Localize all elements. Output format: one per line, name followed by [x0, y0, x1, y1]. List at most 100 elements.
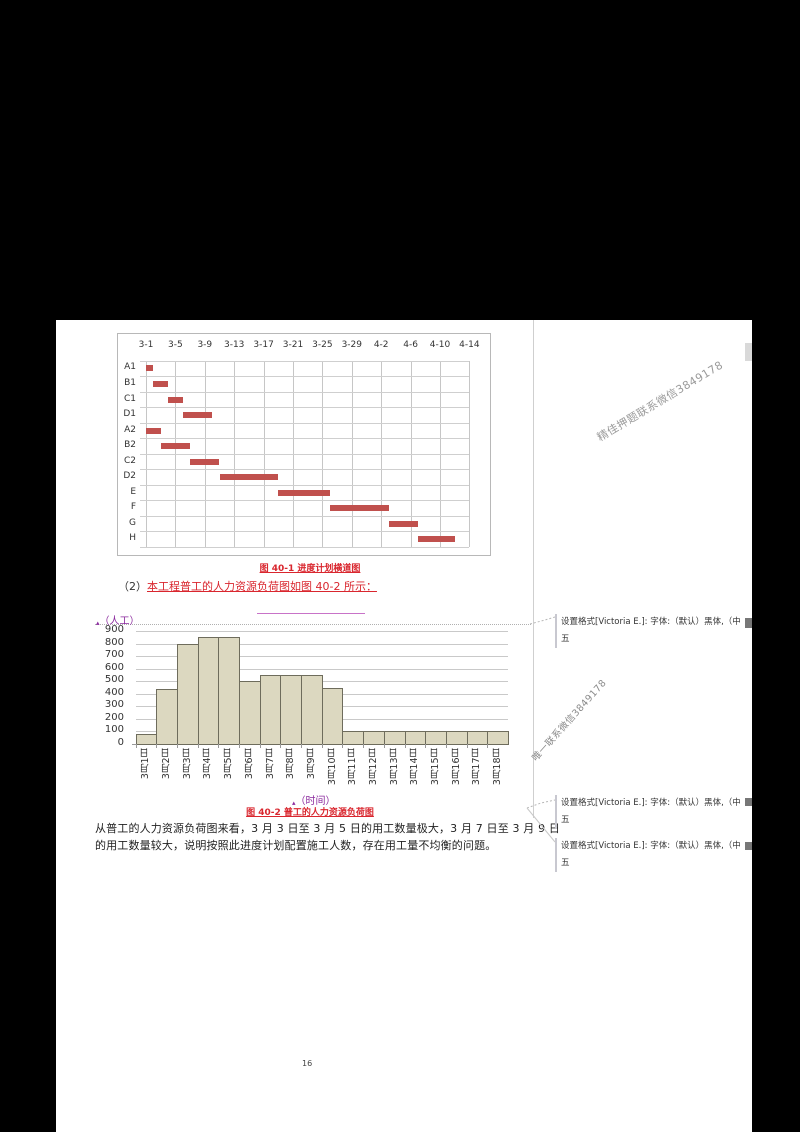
gantt-task-label: H [129, 533, 136, 544]
x-axis-tick [198, 744, 199, 748]
histogram-gridline [135, 656, 508, 657]
gantt-date-label: 4-6 [403, 340, 418, 350]
gantt-grid-hline [140, 407, 470, 408]
markup-pane-divider [533, 320, 534, 818]
scrollbar-thumb[interactable] [745, 343, 752, 361]
gantt-task-bar [160, 443, 191, 450]
gantt-task-label: C2 [123, 455, 136, 466]
gantt-grid-vline [264, 360, 265, 547]
gantt-grid-vline [469, 360, 470, 547]
histogram-gridline [135, 669, 508, 670]
gantt-task-bar [329, 505, 389, 512]
gantt-grid-hline [140, 438, 470, 439]
gantt-task-bar [153, 380, 169, 387]
x-axis-tick [467, 744, 468, 748]
comment-text: 设置格式[Victoria E.]: 字体:（默认）黑体,（中 [561, 841, 741, 851]
y-axis-tick-label: 700 [104, 649, 124, 661]
y-axis-tick-label: 800 [104, 636, 124, 648]
track-change-underline [257, 613, 365, 614]
gantt-grid-hline [140, 500, 470, 501]
comment-text: 五 [561, 858, 570, 868]
comment-text: 五 [561, 815, 570, 825]
y-axis-tick-label: 600 [104, 661, 124, 673]
comment-overflow-marker [745, 798, 752, 806]
gantt-task-label: D2 [123, 471, 136, 482]
gantt-date-label: 3-17 [253, 340, 274, 350]
gantt-grid-vline [175, 360, 176, 547]
figure-caption-40-1: 图 40-1 进度计划横道图 [259, 564, 361, 574]
x-axis-tick [156, 744, 157, 748]
y-axis-tick-label: 100 [104, 724, 124, 736]
x-axis-unit-label: ▴（时间） [292, 796, 336, 807]
gantt-task-bar [146, 365, 154, 372]
gantt-task-bar [190, 458, 220, 465]
y-axis-tick-label: 0 [117, 737, 124, 748]
comment-text: 设置格式[Victoria E.]: 字体:（默认）黑体,（中 [561, 798, 741, 808]
x-axis-tick [405, 744, 406, 748]
paragraph-line-1: 从普工的人力资源负荷图来看，3 月 3 日至 3 月 5 日的用工数量极大，3 … [95, 822, 561, 835]
lead-in-text: 本工程普工的人力资源负荷图如图 40-2 所示： [147, 580, 377, 593]
gantt-date-label: 4-14 [459, 340, 480, 350]
y-axis-tick-label: 200 [104, 711, 124, 723]
gantt-task-bar [417, 536, 455, 543]
x-axis-tick [384, 744, 385, 748]
gantt-task-bar [388, 520, 418, 527]
comment-text: 设置格式[Victoria E.]: 字体:（默认）黑体,（中 [561, 617, 741, 627]
gantt-grid-hline [140, 547, 470, 548]
gantt-task-bar [278, 489, 330, 496]
x-axis-tick [136, 744, 137, 748]
gantt-grid-hline [140, 361, 470, 362]
x-axis-tick [446, 744, 447, 748]
gantt-task-label: F [130, 502, 136, 513]
figure-caption-40-2: 图 40-2 普工的人力资源负荷图 [246, 808, 374, 818]
gantt-grid-vline [146, 360, 147, 547]
gantt-grid-hline [140, 531, 470, 532]
x-axis-tick [487, 744, 488, 748]
x-axis-tick [177, 744, 178, 748]
gantt-grid-hline [140, 485, 470, 486]
gantt-grid-hline [140, 469, 470, 470]
y-axis-unit-label: ▴（人工） [96, 616, 140, 627]
comment-overflow-marker [745, 842, 752, 850]
gantt-task-bar [146, 427, 161, 434]
histogram-bar [321, 687, 344, 745]
gantt-task-bar [168, 396, 183, 403]
gantt-grid-vline [234, 360, 235, 547]
y-axis-tick-label: 400 [104, 686, 124, 698]
gantt-date-label: 3-13 [223, 340, 245, 350]
gantt-grid-vline [293, 360, 294, 547]
histogram-gridline [135, 644, 508, 645]
comment-overflow-marker [745, 618, 752, 628]
gantt-task-label: A1 [124, 362, 136, 373]
x-axis-tick [342, 744, 343, 748]
x-axis-tick [425, 744, 426, 748]
gantt-date-label: 3-9 [197, 340, 213, 350]
gantt-task-label: B1 [124, 377, 136, 388]
comment-text: 五 [561, 634, 570, 644]
gantt-grid-vline [352, 360, 353, 547]
gantt-grid-hline [140, 392, 470, 393]
gantt-task-label: A2 [124, 424, 136, 435]
x-axis-tick [363, 744, 364, 748]
gantt-task-label: C1 [123, 393, 136, 404]
x-axis-tick [322, 744, 323, 748]
comment-balloon-1[interactable]: 设置格式[Victoria E.]: 字体:（默认）黑体,（中 五 [555, 614, 751, 648]
gantt-grid-hline [140, 454, 470, 455]
gantt-grid-vline [381, 360, 382, 547]
gantt-date-label: 3-21 [282, 340, 304, 350]
gantt-task-label: D1 [123, 409, 136, 420]
gantt-task-label: G [129, 517, 136, 528]
y-axis-tick-label: 900 [104, 624, 124, 635]
x-axis-tick [301, 744, 302, 748]
gantt-date-label: 3-1 [138, 340, 154, 350]
paragraph-line-2: 的用工数量较大，说明按照此进度计划配置施工人数，存在用工量不均衡的问题。 [95, 839, 497, 852]
x-axis-tick [260, 744, 261, 748]
comment-balloon-2[interactable]: 设置格式[Victoria E.]: 字体:（默认）黑体,（中 五 [555, 795, 751, 829]
gantt-task-bar [219, 474, 279, 481]
histogram-gridline [135, 631, 508, 632]
page-number: 16 [302, 1059, 313, 1068]
comment-balloon-3[interactable]: 设置格式[Victoria E.]: 字体:（默认）黑体,（中 五 [555, 838, 751, 872]
x-axis-tick [239, 744, 240, 748]
gantt-task-label: E [130, 486, 136, 497]
